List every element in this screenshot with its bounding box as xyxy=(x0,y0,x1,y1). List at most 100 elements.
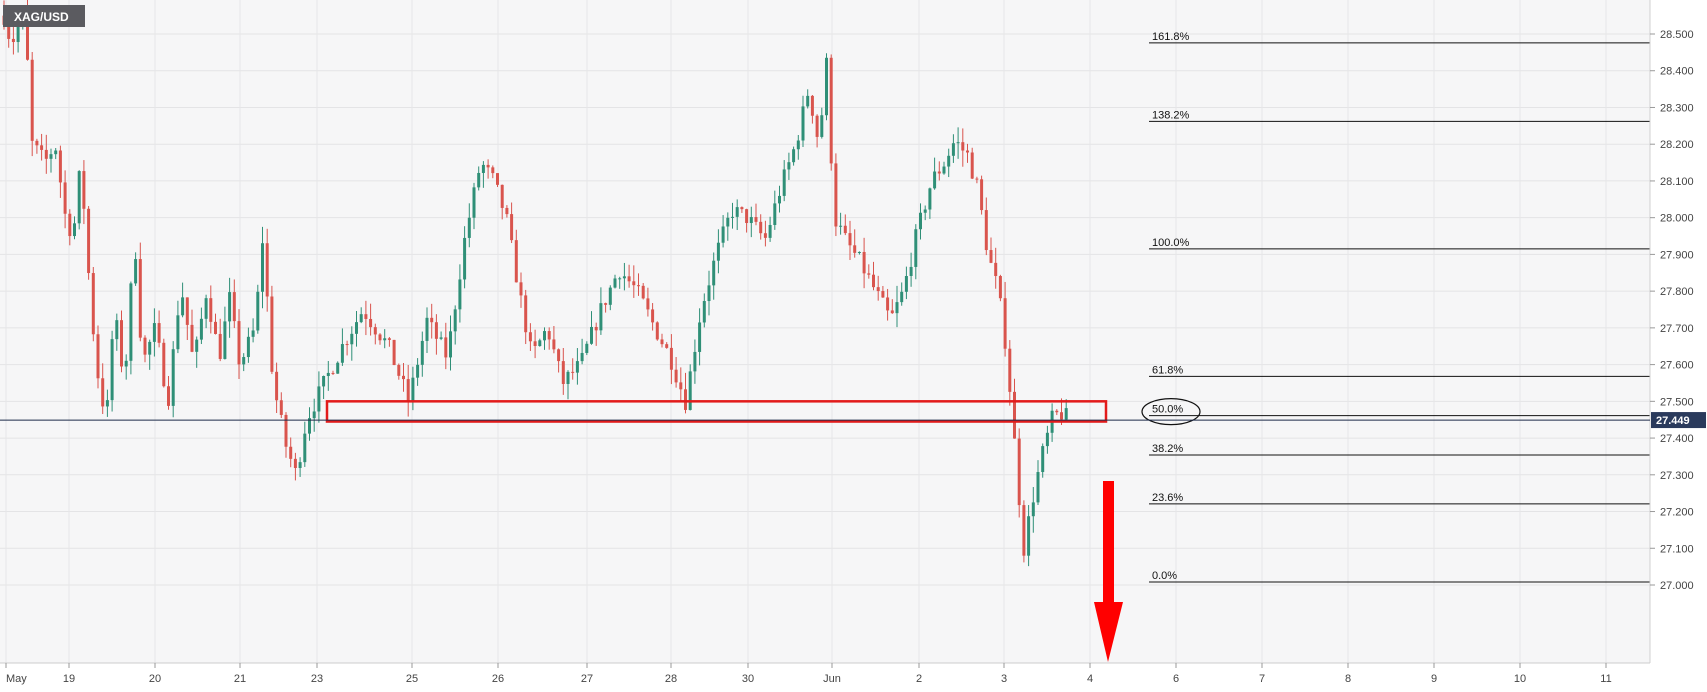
candle-body xyxy=(284,414,288,447)
candle-body xyxy=(242,357,246,365)
candle-body xyxy=(96,334,100,379)
candle-body xyxy=(815,115,819,137)
last-price-badge xyxy=(1651,412,1706,429)
candle-body xyxy=(745,209,749,224)
y-tick-label: 28.300 xyxy=(1660,102,1694,114)
x-tick-label: 30 xyxy=(742,673,754,685)
candle-body xyxy=(1055,410,1059,413)
symbol-badge: XAG/USD xyxy=(3,5,85,27)
x-tick-label: 20 xyxy=(149,673,161,685)
candle-body xyxy=(951,143,955,156)
y-axis-panel xyxy=(1650,0,1707,663)
y-tick-label: 27.600 xyxy=(1660,360,1694,372)
candle-body xyxy=(392,339,396,366)
candle-body xyxy=(134,259,138,284)
candle-body xyxy=(345,344,349,346)
candle-body xyxy=(157,323,161,343)
x-tick-label: 27 xyxy=(581,673,593,685)
candle-body xyxy=(599,303,603,331)
candle-body xyxy=(839,225,843,227)
candle-body xyxy=(265,243,269,297)
y-tick-label: 28.200 xyxy=(1660,139,1694,151)
candle-body xyxy=(463,237,467,280)
y-tick-label: 27.400 xyxy=(1660,433,1694,445)
x-tick-label: 19 xyxy=(63,673,75,685)
candle-body xyxy=(40,145,44,150)
candle-body xyxy=(209,298,213,322)
x-tick-label: 3 xyxy=(1001,673,1007,685)
candle-body xyxy=(11,38,15,43)
symbol-badge-bg xyxy=(3,5,85,27)
fib-label: 100.0% xyxy=(1152,237,1190,249)
candle-body xyxy=(956,142,960,144)
candle-body xyxy=(1022,505,1026,556)
candle-body xyxy=(716,242,720,261)
candle-body xyxy=(58,150,62,183)
candle-body xyxy=(35,140,39,146)
candle-body xyxy=(543,331,546,341)
candle-body xyxy=(552,339,556,350)
candle-body xyxy=(289,446,293,459)
candle-body xyxy=(721,226,725,243)
y-tick-label: 27.800 xyxy=(1660,286,1694,298)
candle-body xyxy=(115,320,119,340)
candle-body xyxy=(763,233,767,238)
candle-body xyxy=(778,195,781,204)
candle-body xyxy=(923,209,927,213)
candle-body xyxy=(430,317,434,323)
candle-body xyxy=(646,298,650,310)
candle-body xyxy=(176,315,180,350)
candle-body xyxy=(199,318,203,340)
candle-body xyxy=(195,339,199,352)
candle-body xyxy=(458,279,462,310)
candle-body xyxy=(928,188,932,210)
candle-body xyxy=(364,314,368,319)
candle-body xyxy=(477,172,481,188)
candle-body xyxy=(420,340,424,365)
candle-body xyxy=(486,164,490,168)
candle-body xyxy=(961,142,965,151)
candle-body xyxy=(73,223,76,237)
candle-body xyxy=(124,360,128,367)
candle-body xyxy=(1045,432,1049,447)
candle-body xyxy=(561,361,565,384)
candle-body xyxy=(890,310,894,314)
candle-body xyxy=(702,301,706,323)
candle-body xyxy=(707,285,711,302)
candle-body xyxy=(16,23,20,43)
candle-body xyxy=(293,458,297,468)
fib-label: 23.6% xyxy=(1152,492,1183,504)
candle-body xyxy=(825,57,828,116)
candle-body xyxy=(665,344,669,348)
candle-body xyxy=(204,298,208,319)
candle-body xyxy=(510,214,514,241)
x-tick-label: 21 xyxy=(234,673,246,685)
candle-body xyxy=(1036,472,1040,503)
candle-body xyxy=(444,337,448,358)
candle-body xyxy=(449,331,452,358)
x-axis-ticks: May 19 20 21 23 25 26 27 28 30 Jun 2 3 4 6 7 8 9 10 11 xyxy=(5,663,1612,685)
candle-body xyxy=(857,251,861,253)
y-tick-label: 27.900 xyxy=(1660,249,1694,261)
candle-body xyxy=(496,173,499,185)
x-tick-label: 23 xyxy=(311,673,323,685)
candle-body xyxy=(162,342,166,387)
candle-body xyxy=(740,207,744,210)
candle-body xyxy=(481,164,485,173)
candle-body xyxy=(768,224,772,238)
candle-body xyxy=(218,333,222,359)
candle-body xyxy=(129,283,133,361)
candle-body xyxy=(303,433,307,463)
candle-body xyxy=(773,203,777,225)
candle-body xyxy=(1031,502,1035,517)
candle-body xyxy=(152,323,156,342)
candle-body xyxy=(575,361,579,373)
candle-body xyxy=(411,377,415,401)
x-axis-panel xyxy=(0,663,1707,687)
candle-body xyxy=(651,309,655,323)
candle-body xyxy=(326,372,330,376)
candle-body xyxy=(514,240,518,283)
candle-body xyxy=(867,273,871,275)
candle-body xyxy=(731,216,734,218)
x-tick-label: Jun xyxy=(823,673,841,685)
